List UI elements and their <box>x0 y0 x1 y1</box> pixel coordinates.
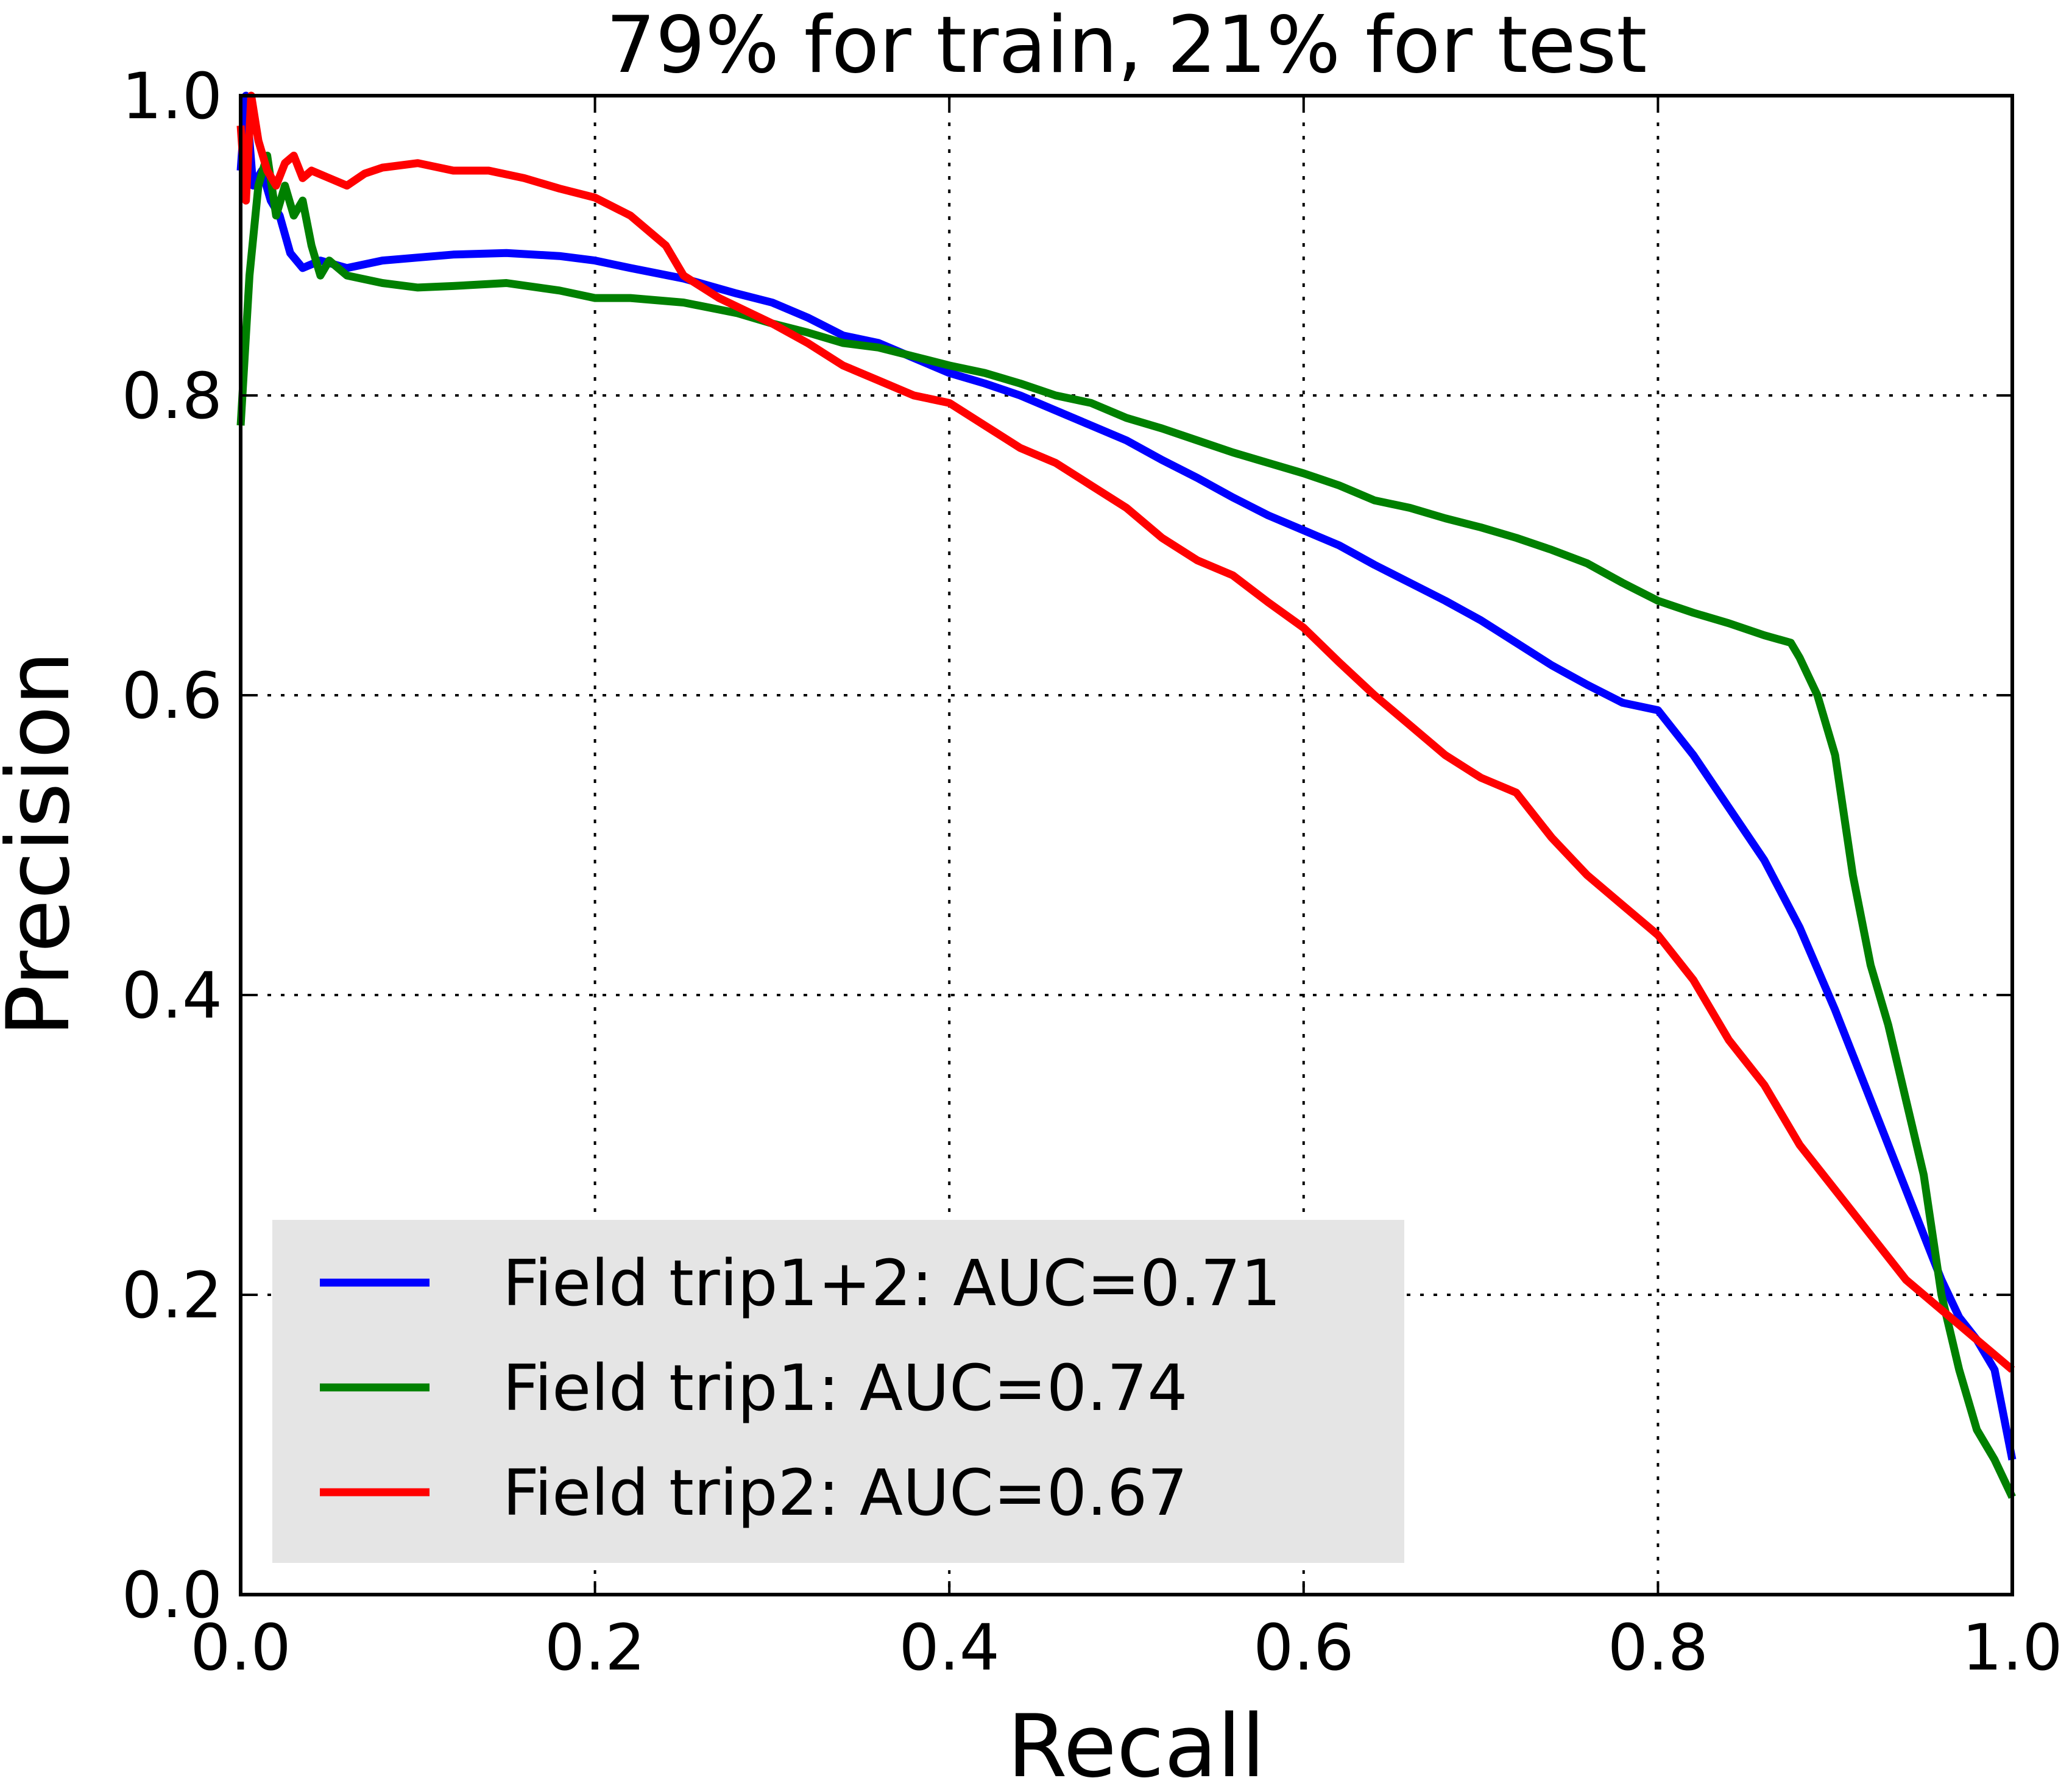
x-axis-label: Recall <box>1007 1696 1265 1778</box>
x-tick-label: 0.6 <box>1253 1610 1354 1685</box>
legend: Field trip1+2: AUC=0.71 Field trip1: AUC=… <box>272 1220 1404 1563</box>
series-line-1 <box>236 91 2017 1461</box>
y-tick-label: 1.0 <box>122 59 222 133</box>
series-lines <box>236 91 2017 1499</box>
y-axis-label: Precision <box>0 651 89 1037</box>
x-tick-label: 0.0 <box>190 1610 291 1685</box>
x-tick-label: 0.4 <box>899 1610 999 1685</box>
legend-label-2: Field trip1: AUC=0.74 <box>503 1351 1187 1425</box>
y-tick-label: 0.6 <box>122 659 222 733</box>
legend-label-3: Field trip2: AUC=0.67 <box>503 1456 1187 1530</box>
legend-label-1: Field trip1+2: AUC=0.71 <box>503 1246 1281 1320</box>
x-tick-label: 1.0 <box>1962 1610 2062 1685</box>
y-tick-label: 0.8 <box>122 359 222 433</box>
series-line-3 <box>236 91 2015 1373</box>
chart-title: 79% for train, 21% for test <box>606 0 1647 91</box>
plot-frame <box>239 94 2014 1596</box>
series-line-2 <box>236 151 2016 1499</box>
y-tick-label: 0.2 <box>122 1258 222 1333</box>
y-tick-label: 0.4 <box>122 958 222 1033</box>
x-tick-label: 0.2 <box>545 1610 645 1685</box>
legend-box <box>272 1220 1404 1563</box>
y-tick-label: 0.0 <box>122 1558 222 1632</box>
axis-ticks: 0.0 0.2 0.4 0.6 0.8 1.0 0.0 0.2 0.4 0.6 0.8 1.0 <box>122 59 2063 1685</box>
x-tick-label: 0.8 <box>1608 1610 1708 1685</box>
